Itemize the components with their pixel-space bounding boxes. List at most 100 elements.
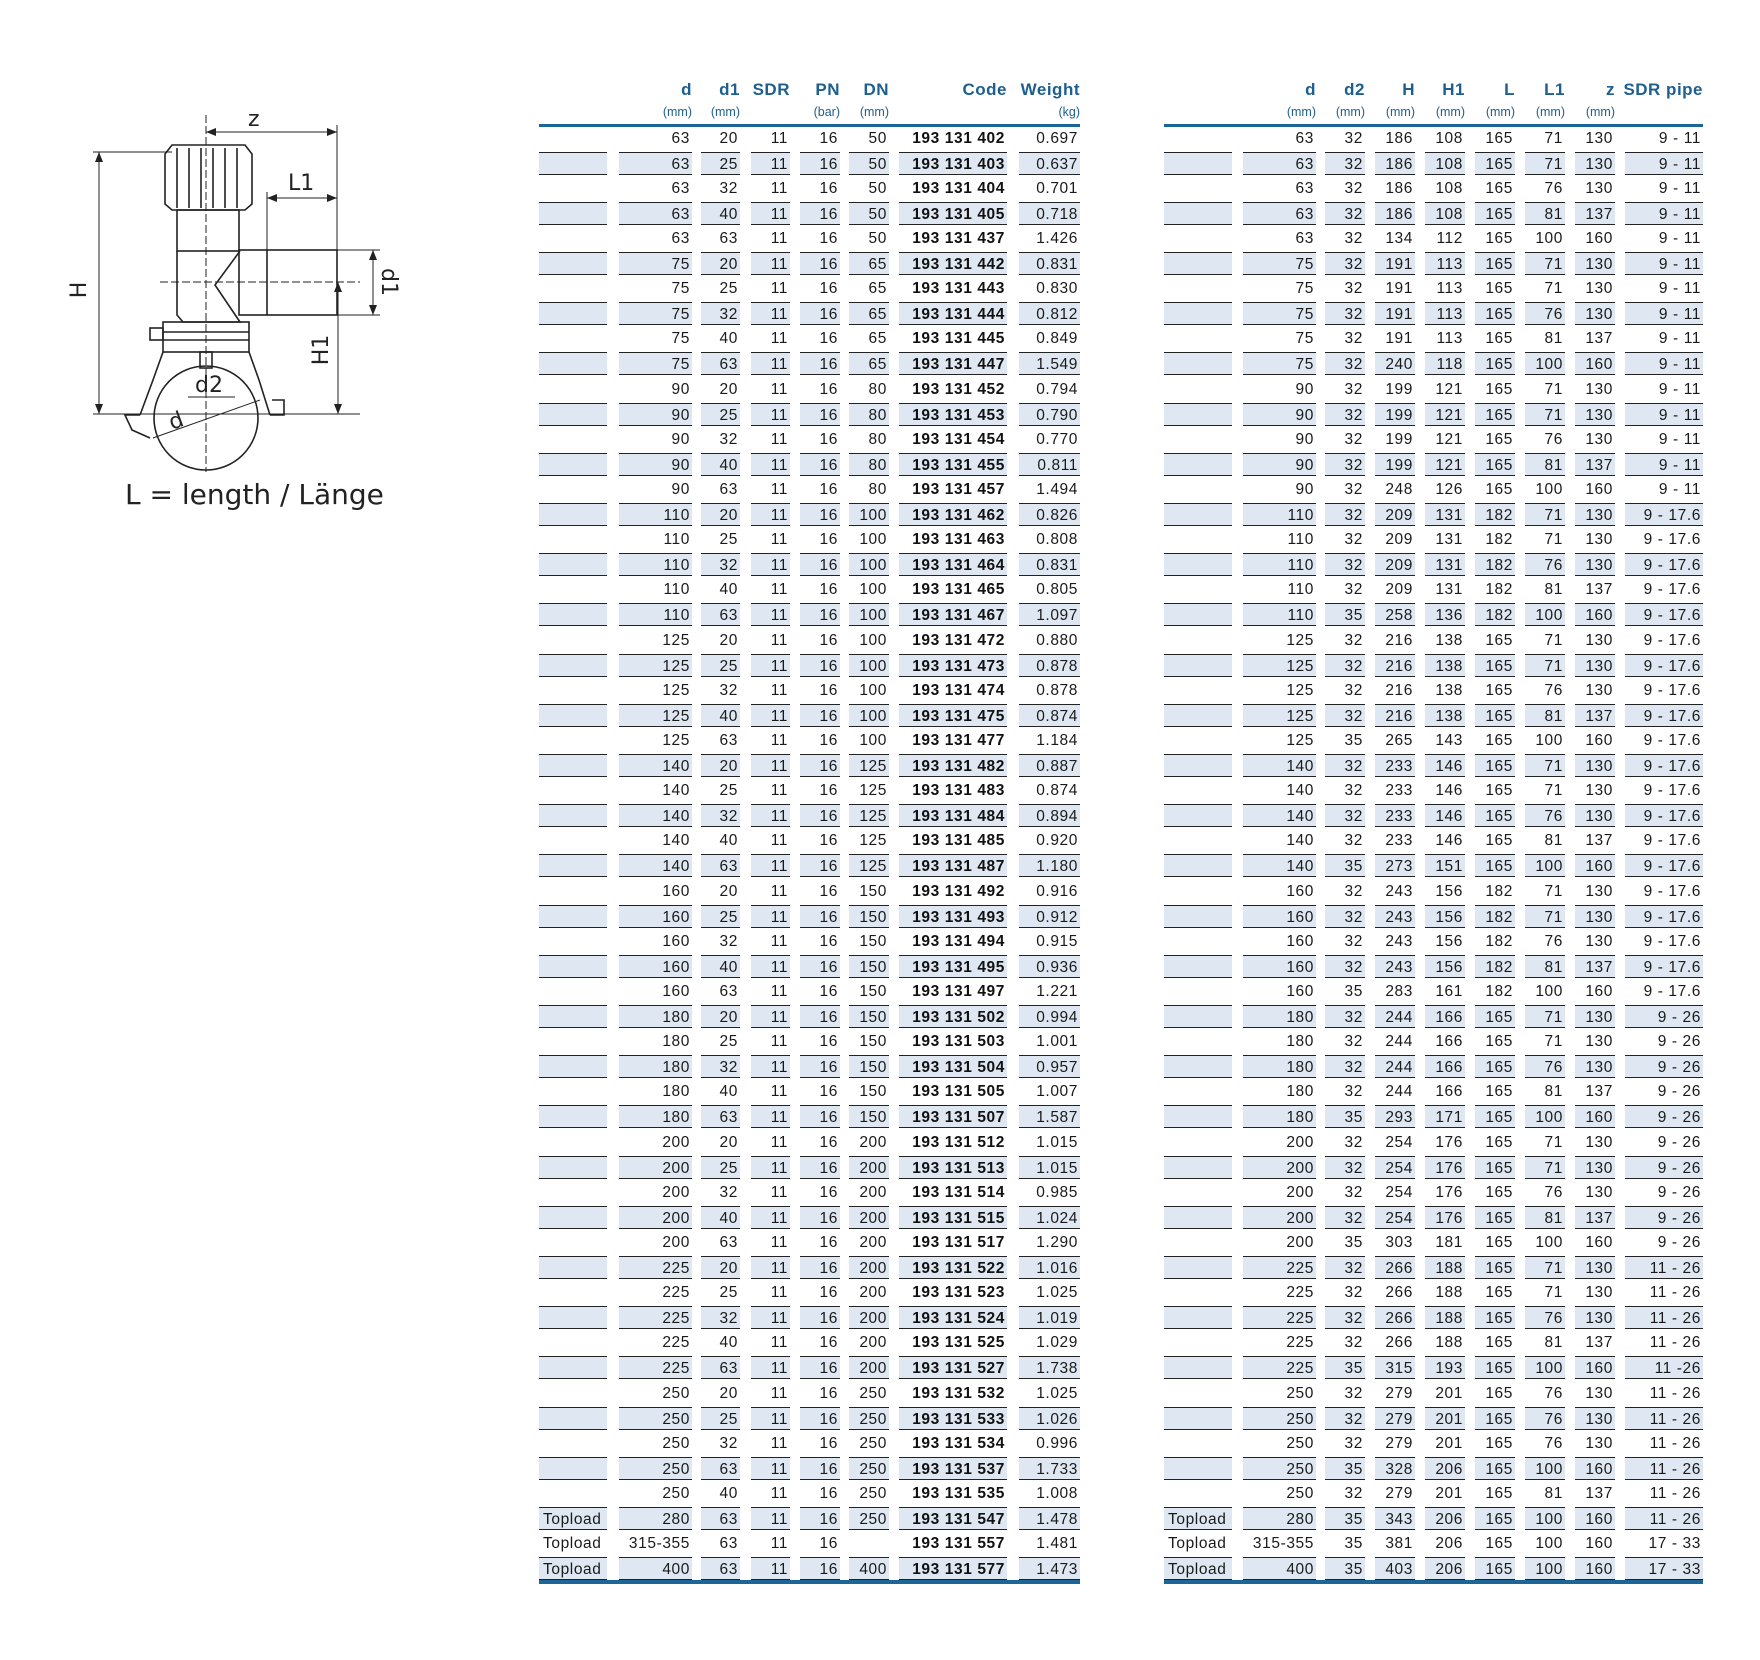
cell-sdr-pipe: 11 - 26 [1649,1434,1701,1452]
cell-d: 180 [1286,1033,1314,1051]
cell-d1: 20 [719,882,738,900]
cell-dn: 250 [859,1384,887,1402]
cell-d: 90 [1295,430,1314,448]
cell-sdr: 11 [770,832,788,850]
cell-d: 140 [619,854,692,878]
cell-l1: 76 [1544,932,1563,950]
cell-z: 130 [1585,1133,1613,1151]
cell-l1: 71 [1544,782,1563,800]
cell-weight: 0.878 [1036,681,1078,699]
cell-pn: 16 [819,1083,838,1101]
cell-sdr: 11 [770,280,788,298]
cell-z: 130 [1585,129,1613,147]
cell-l1: 100 [1525,1507,1565,1530]
cell-d: 125 [662,731,690,749]
cell-label [1164,1456,1232,1480]
cell-code: 193 131 443 [912,280,1005,298]
cell-h1: 138 [1425,653,1465,677]
cell-d: 225 [1243,1256,1316,1279]
cell-weight: 1.019 [1019,1306,1080,1330]
cell-h: 328 [1375,1456,1415,1480]
cell-d1: 63 [701,1507,740,1530]
cell-d: 125 [1286,731,1314,749]
cell-label [539,930,607,953]
cell-d2: 32 [1344,1384,1363,1402]
cell-sdr-pipe: 11 - 26 [1625,1456,1703,1480]
cell-d: 180 [662,1083,690,1101]
cell-l1: 100 [1525,352,1565,376]
cell-sdr-pipe: 9 - 26 [1625,1105,1703,1129]
cell-d1: 32 [719,430,738,448]
cell-d2: 32 [1325,302,1365,326]
cell-d2: 32 [1344,581,1363,599]
cell-d: 200 [619,1155,692,1179]
cell-label [539,227,607,250]
cell-d2: 32 [1344,681,1363,699]
cell-weight: 1.024 [1019,1205,1080,1229]
cell-weight: 1.025 [1036,1384,1078,1402]
cell-d: 140 [662,832,690,850]
cell-d2: 32 [1344,932,1363,950]
cell-dn: 200 [849,1356,889,1380]
cell-l1: 81 [1544,581,1563,599]
column-header-dn: DN [863,80,889,99]
cell-l1: 76 [1525,1306,1565,1330]
cell-l: 165 [1485,1284,1513,1302]
cell-l: 165 [1485,782,1513,800]
cell-weight: 1.738 [1019,1356,1080,1380]
cell-dn: 65 [849,352,889,376]
cell-h: 266 [1375,1256,1415,1279]
cell-label [539,177,607,200]
cell-label: Topload [1164,1557,1232,1581]
cell-pn: 16 [819,1384,838,1402]
cell-d: 250 [619,1406,692,1430]
cell-sdr: 11 [770,882,788,900]
cell-code: 193 131 517 [912,1233,1005,1251]
cell-h: 233 [1375,804,1415,828]
cell-d: 75 [1243,252,1316,275]
cell-code: 193 131 463 [912,531,1005,549]
cell-l1: 81 [1544,1334,1563,1352]
cell-z: 130 [1575,402,1615,426]
cell-weight: 1.494 [1036,480,1078,498]
cell-d: 200 [662,1183,690,1201]
cell-label [1164,954,1232,978]
cell-h: 403 [1375,1557,1415,1581]
cell-d: 200 [1286,1133,1314,1151]
cell-d: 180 [1286,1083,1314,1101]
cell-dn: 250 [849,1456,889,1480]
column-unit-d: (mm) [662,105,692,119]
cell-label [539,127,607,150]
cell-code: 193 131 472 [912,631,1005,649]
cell-label [539,1382,607,1405]
cell-l: 165 [1485,631,1513,649]
cell-d2: 35 [1325,1456,1365,1480]
cell-weight: 1.587 [1019,1105,1080,1129]
cell-d1: 40 [719,330,738,348]
cell-sdr-pipe: 9 - 17.6 [1625,603,1703,627]
cell-z: 130 [1575,553,1615,577]
cell-l: 165 [1475,653,1515,677]
cell-l1: 81 [1544,1083,1563,1101]
cell-h: 186 [1385,179,1413,197]
cell-weight: 1.733 [1019,1456,1080,1480]
cell-label [1164,252,1232,275]
cell-z: 130 [1585,1434,1613,1452]
cell-h: 254 [1375,1205,1415,1229]
cell-dn: 50 [849,151,889,175]
cell-pn: 16 [800,1456,840,1480]
cell-d1: 25 [701,653,740,677]
cell-d: 140 [619,804,692,828]
cell-z: 137 [1585,1334,1613,1352]
cell-label [539,904,607,928]
cell-h: 191 [1385,330,1413,348]
cell-l1: 76 [1544,1384,1563,1402]
cell-dn: 200 [849,1256,889,1279]
cell-d1: 20 [719,129,738,147]
cell-d2: 32 [1325,1256,1365,1279]
cell-d: 315-355 [1252,1535,1314,1553]
cell-code: 193 131 437 [912,229,1005,247]
cell-d: 200 [662,1133,690,1151]
cell-weight: 0.701 [1036,179,1078,197]
cell-d1: 40 [719,832,738,850]
